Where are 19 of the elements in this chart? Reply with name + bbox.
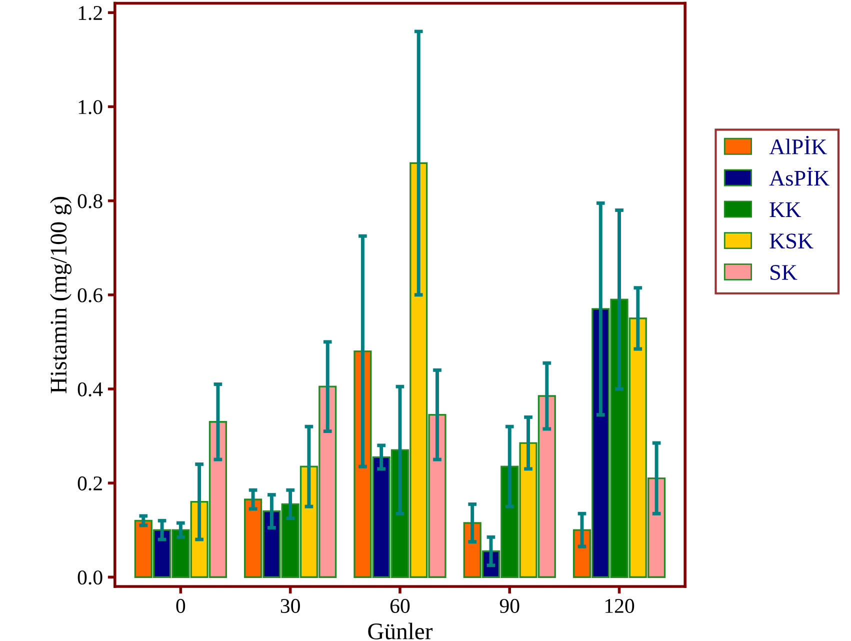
y-tick-label: 0.6 bbox=[78, 288, 102, 302]
y-tick-label: 1.2 bbox=[78, 6, 102, 20]
y-tick-label: 1.0 bbox=[78, 100, 102, 114]
y-tick-label: 0.8 bbox=[78, 194, 102, 208]
legend-label: AlPİK bbox=[769, 136, 827, 154]
legend-label: AsPİK bbox=[769, 167, 830, 186]
x-tick-label: 90 bbox=[500, 598, 520, 613]
y-tick-label: 0.4 bbox=[78, 382, 103, 396]
y-tick-label: 0.2 bbox=[78, 476, 102, 491]
legend-label: SK bbox=[770, 265, 798, 280]
x-tick-label: 120 bbox=[605, 598, 634, 613]
x-tick-label: 0 bbox=[176, 598, 186, 613]
x-tick-label: 60 bbox=[390, 598, 410, 613]
x-axis-title: Günler bbox=[368, 622, 433, 640]
x-tick-label: 30 bbox=[280, 598, 300, 613]
legend-label: KSK bbox=[770, 234, 814, 249]
y-tick-label: 0.0 bbox=[78, 570, 102, 585]
legend-label: KK bbox=[770, 202, 801, 217]
y-axis-title: Histamin (mg/100 g) bbox=[50, 196, 72, 394]
